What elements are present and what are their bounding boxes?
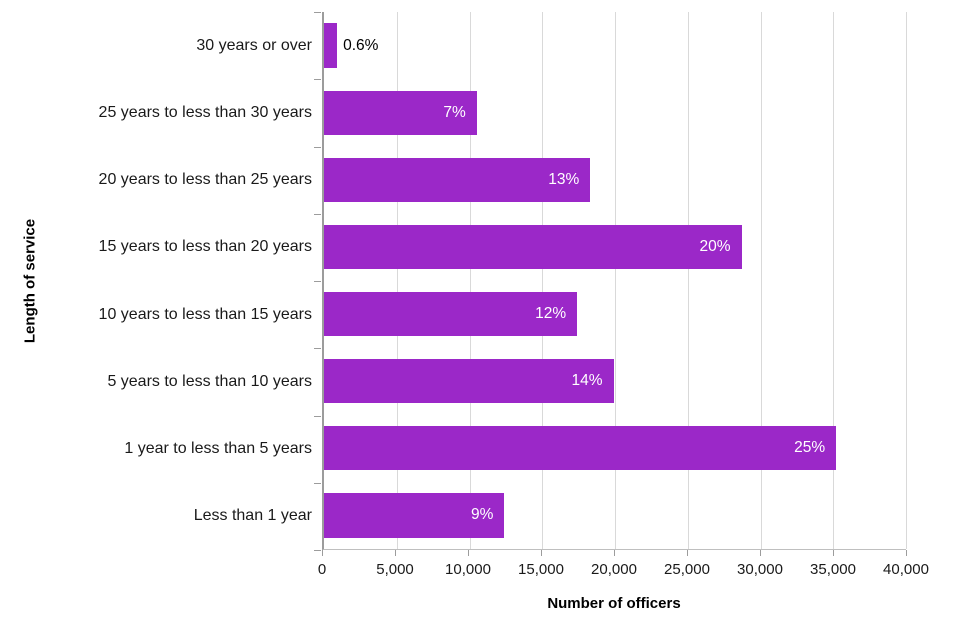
gridline bbox=[906, 12, 907, 549]
category-label: Less than 1 year bbox=[193, 507, 312, 525]
plot-area: 0.6% 7% 13% 20% 12% 14% 25% 9% bbox=[322, 12, 907, 550]
category-label: 30 years or over bbox=[196, 36, 312, 54]
x-tick-label: 30,000 bbox=[737, 561, 783, 578]
y-axis-tick bbox=[314, 12, 321, 13]
y-axis-tick bbox=[314, 550, 321, 551]
bar-rows: 0.6% 7% 13% 20% 12% 14% 25% 9% bbox=[324, 12, 906, 549]
bar-row: 9% bbox=[324, 482, 906, 549]
x-axis-tick bbox=[322, 550, 323, 556]
x-tick-label: 40,000 bbox=[883, 561, 929, 578]
x-axis-tick bbox=[760, 550, 761, 556]
gridline bbox=[833, 12, 835, 549]
bar-row: 14% bbox=[324, 348, 906, 415]
y-axis-tick bbox=[314, 281, 321, 282]
category-label: 10 years to less than 15 years bbox=[98, 305, 312, 323]
bar: 25% bbox=[324, 426, 837, 471]
x-axis-tick bbox=[541, 550, 542, 556]
category-label: 1 year to less than 5 years bbox=[124, 440, 312, 458]
y-axis-tick bbox=[314, 415, 321, 417]
x-tick-label: 15,000 bbox=[518, 561, 564, 578]
gridline bbox=[542, 12, 544, 549]
bar-row: 20% bbox=[324, 213, 906, 280]
x-tick-label: 20,000 bbox=[591, 561, 637, 578]
bar-value-label: 0.6% bbox=[343, 36, 379, 54]
bar: 9% bbox=[324, 493, 505, 538]
x-tick-label: 0 bbox=[317, 561, 327, 578]
x-tick-label: 5,000 bbox=[376, 561, 414, 578]
category-label: 5 years to less than 10 years bbox=[107, 372, 312, 390]
category-label: 25 years to less than 30 years bbox=[98, 103, 312, 121]
gridline bbox=[760, 12, 762, 549]
bar: 20% bbox=[324, 224, 742, 270]
x-tick-label: 35,000 bbox=[810, 561, 856, 578]
category-label: 15 years to less than 20 years bbox=[98, 238, 312, 256]
x-tick-label: 10,000 bbox=[445, 561, 491, 578]
bar-value-label: 9% bbox=[471, 506, 494, 524]
category-label: 20 years to less than 25 years bbox=[98, 171, 312, 189]
y-axis-tick bbox=[314, 213, 321, 215]
bar-value-label: 12% bbox=[535, 305, 567, 323]
x-tick-label: 25,000 bbox=[664, 561, 710, 578]
bar-value-label: 14% bbox=[571, 372, 603, 390]
x-axis-tick bbox=[906, 550, 907, 556]
bar-row: 0.6% bbox=[324, 12, 906, 79]
bar: 14% bbox=[324, 359, 614, 404]
bar-row: 13% bbox=[324, 146, 906, 213]
x-axis-tick bbox=[833, 550, 834, 556]
bar-value-label: 7% bbox=[443, 103, 466, 121]
y-axis-tick bbox=[314, 348, 321, 350]
bar-row: 25% bbox=[324, 415, 906, 482]
bar: 12% bbox=[324, 291, 578, 337]
bar: 13% bbox=[324, 157, 591, 202]
y-axis-title: Length of service bbox=[21, 218, 39, 344]
bar: 0.6% bbox=[324, 23, 378, 68]
x-axis-tick bbox=[614, 550, 615, 556]
gridline bbox=[687, 12, 689, 549]
x-axis-tick bbox=[395, 550, 396, 556]
y-axis-tick bbox=[314, 79, 321, 81]
category-axis-labels: 30 years or over 25 years to less than 30… bbox=[50, 12, 312, 550]
x-axis-tick bbox=[468, 550, 469, 556]
y-axis-tick bbox=[314, 482, 321, 484]
bar-value-label: 20% bbox=[699, 237, 731, 255]
bar-value-label: 25% bbox=[794, 439, 826, 457]
gridline bbox=[396, 12, 398, 549]
gridline bbox=[469, 12, 471, 549]
bar-row: 12% bbox=[324, 281, 906, 348]
y-axis-tick bbox=[314, 146, 321, 148]
bar-value-label: 13% bbox=[548, 170, 580, 188]
x-axis-tick bbox=[687, 550, 688, 556]
gridline bbox=[615, 12, 616, 549]
bar: 7% bbox=[324, 90, 477, 135]
x-axis-title: Number of officers bbox=[547, 595, 681, 612]
bar-row: 7% bbox=[324, 79, 906, 146]
